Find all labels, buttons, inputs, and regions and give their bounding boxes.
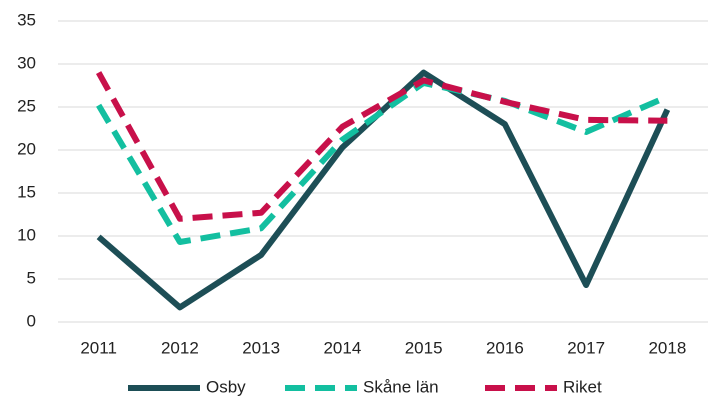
x-tick-label: 2014 — [323, 338, 361, 357]
y-tick-label: 10 — [17, 225, 36, 244]
x-tick-label: 2012 — [161, 338, 199, 357]
x-tick-label: 2011 — [80, 338, 117, 357]
y-tick-label: 30 — [17, 53, 36, 72]
x-tick-label: 2017 — [567, 338, 605, 357]
series-line — [96, 71, 668, 222]
series-line — [96, 69, 671, 311]
x-tick-label: 2018 — [648, 338, 686, 357]
legend-label: Osby — [206, 377, 246, 396]
legend-label: Riket — [563, 377, 602, 396]
y-tick-label: 15 — [17, 182, 36, 201]
x-tick-label: 2016 — [486, 338, 524, 357]
y-tick-label: 25 — [17, 96, 36, 115]
legend-label: Skåne län — [363, 377, 439, 396]
x-tick-label: 2015 — [405, 338, 443, 357]
x-tick-label: 2013 — [242, 338, 280, 357]
series-line — [96, 79, 669, 246]
y-tick-label: 35 — [17, 10, 36, 29]
y-tick-label: 0 — [27, 311, 36, 330]
y-tick-label: 20 — [17, 139, 36, 158]
y-tick-label: 5 — [27, 268, 36, 287]
